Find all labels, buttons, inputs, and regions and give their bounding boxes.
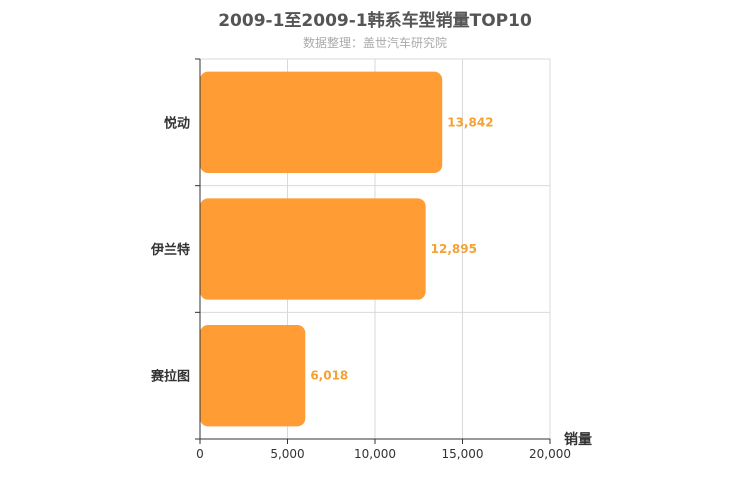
category-label-1: 悦动 <box>164 115 190 131</box>
x-tick-label: 20,000 <box>529 447 571 461</box>
x-tick-label: 0 <box>196 447 204 461</box>
x-tick-label: 15,000 <box>442 447 484 461</box>
category-label-2: 伊兰特 <box>150 242 190 258</box>
data-label-3: 6,018 <box>310 369 348 383</box>
x-tick-label: 5,000 <box>270 447 304 461</box>
x-axis-title: 销量 <box>564 431 592 448</box>
chart-title: 2009-1至2009-1韩系车型销量TOP10 <box>218 11 532 31</box>
bars: 13,842 12,895 6,018 <box>200 71 494 427</box>
x-tick-label: 10,000 <box>354 447 396 461</box>
bar-1 <box>200 71 443 173</box>
bar-2 <box>200 198 426 300</box>
bar-3 <box>200 325 306 427</box>
data-label-1: 13,842 <box>447 115 493 129</box>
category-label-3: 赛拉图 <box>150 369 190 385</box>
data-label-2: 12,895 <box>431 242 477 256</box>
chart-subtitle: 数据整理：盖世汽车研究院 <box>302 36 447 50</box>
